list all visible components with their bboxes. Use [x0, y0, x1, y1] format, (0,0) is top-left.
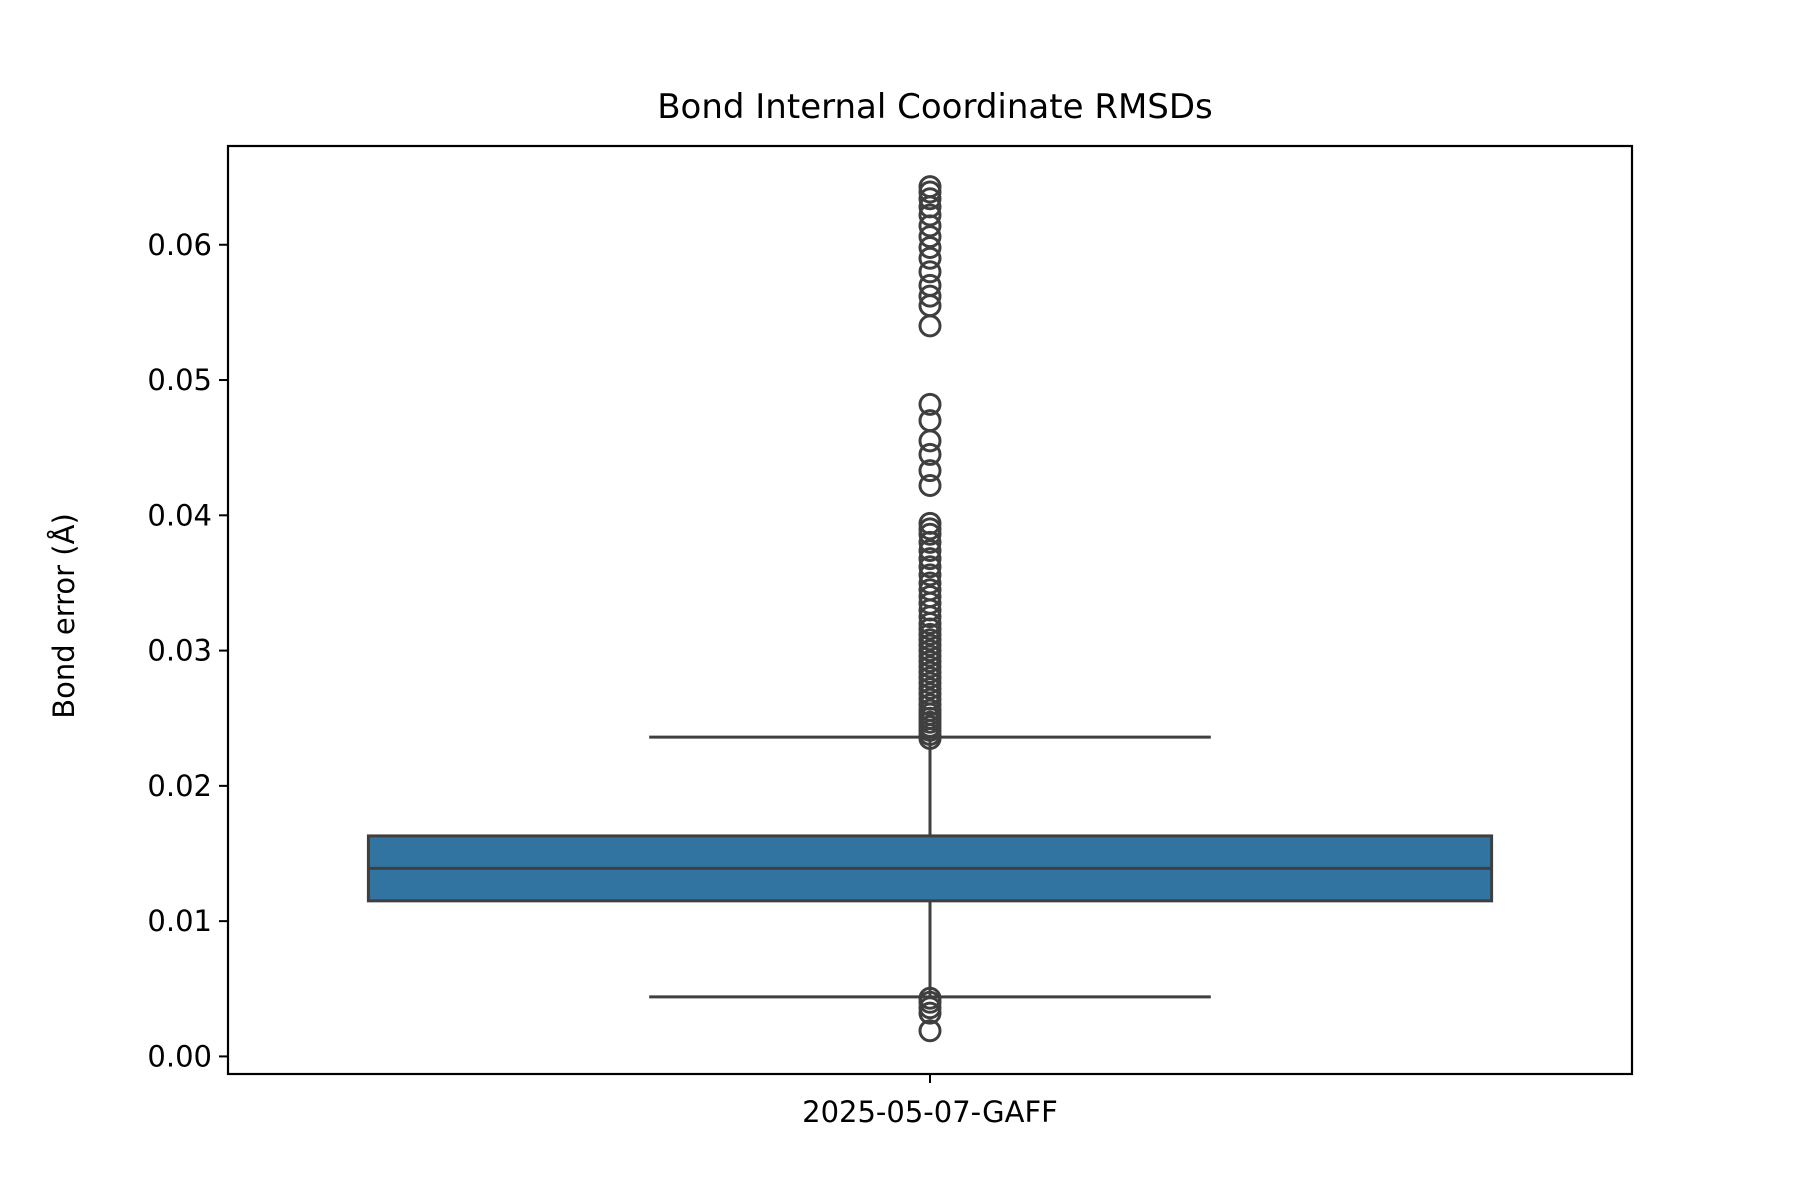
y-tick-label: 0.03	[147, 634, 212, 668]
y-tick-label: 0.04	[147, 498, 212, 532]
outlier-point	[918, 1019, 942, 1043]
outlier-point	[918, 986, 942, 1010]
y-tick-label: 0.00	[147, 1039, 212, 1073]
outlier-point	[918, 429, 942, 453]
outlier-point	[918, 584, 942, 608]
box-series	[366, 175, 1494, 1043]
outlier-point	[918, 203, 942, 227]
y-tick-label: 0.02	[147, 769, 212, 803]
x-axis-ticks: 2025-05-07-GAFF	[802, 1074, 1058, 1129]
outlier-point	[918, 563, 942, 587]
box-group	[366, 175, 1494, 1043]
outlier-point	[918, 260, 942, 284]
outlier-point	[918, 459, 942, 483]
outlier-point	[918, 547, 942, 571]
outlier-point	[918, 225, 942, 249]
outlier-point	[918, 175, 942, 199]
outlier-point	[918, 273, 942, 297]
x-tick-label: 2025-05-07-GAFF	[802, 1095, 1058, 1129]
y-tick-label: 0.01	[147, 904, 212, 938]
outlier-point	[918, 442, 942, 466]
chart-title: Bond Internal Coordinate RMSDs	[657, 87, 1213, 127]
outlier-point	[918, 246, 942, 270]
outlier-point	[918, 235, 942, 259]
outlier-point	[918, 511, 942, 535]
y-tick-label: 0.05	[147, 363, 212, 397]
y-axis-label: Bond error (Å)	[47, 513, 81, 719]
plot-area-frame	[226, 144, 1634, 1076]
outlier-point	[918, 571, 942, 595]
outlier-point	[918, 474, 942, 498]
y-axis-ticks: 0.00 0.01 0.02 0.03 0.04 0.05 0.06	[147, 228, 228, 1073]
outlier-point	[918, 578, 942, 602]
outlier-point	[918, 538, 942, 562]
outlier-point	[918, 409, 942, 433]
outlier-point	[918, 187, 942, 211]
outlier-point	[918, 555, 942, 579]
y-tick-label: 0.06	[147, 228, 212, 262]
outlier-point	[918, 392, 942, 416]
outlier-point	[918, 284, 942, 308]
outlier-point	[918, 314, 942, 338]
